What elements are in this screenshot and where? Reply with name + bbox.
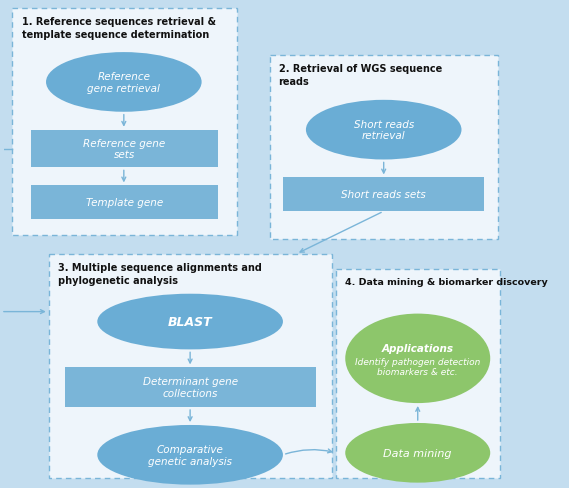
Text: Short reads
retrieval: Short reads retrieval bbox=[353, 120, 414, 141]
Text: Identify pathogen detection
biomarkers & etc.: Identify pathogen detection biomarkers &… bbox=[355, 357, 480, 376]
Text: 4. Data mining & biomarker discovery: 4. Data mining & biomarker discovery bbox=[345, 277, 547, 286]
Text: Reference gene
sets: Reference gene sets bbox=[83, 139, 166, 160]
Ellipse shape bbox=[345, 423, 490, 483]
Ellipse shape bbox=[46, 53, 201, 113]
Ellipse shape bbox=[345, 314, 490, 403]
FancyBboxPatch shape bbox=[31, 130, 217, 168]
Text: Comparative
genetic analysis: Comparative genetic analysis bbox=[148, 444, 232, 466]
Text: 2. Retrieval of WGS sequence
reads: 2. Retrieval of WGS sequence reads bbox=[278, 64, 442, 87]
FancyBboxPatch shape bbox=[336, 269, 500, 478]
Text: 3. Multiple sequence alignments and
phylogenetic analysis: 3. Multiple sequence alignments and phyl… bbox=[57, 263, 261, 285]
Text: 1. Reference sequences retrieval &
template sequence determination: 1. Reference sequences retrieval & templ… bbox=[22, 17, 216, 41]
FancyBboxPatch shape bbox=[270, 56, 498, 240]
Text: Applications: Applications bbox=[382, 344, 453, 354]
Text: Template gene: Template gene bbox=[86, 198, 163, 208]
Ellipse shape bbox=[97, 294, 283, 350]
FancyBboxPatch shape bbox=[65, 367, 316, 407]
FancyBboxPatch shape bbox=[31, 186, 217, 220]
Text: BLAST: BLAST bbox=[168, 315, 212, 328]
Text: Data mining: Data mining bbox=[384, 448, 452, 458]
Text: Reference
gene retrieval: Reference gene retrieval bbox=[88, 72, 160, 94]
Text: Determinant gene
collections: Determinant gene collections bbox=[143, 377, 238, 398]
FancyBboxPatch shape bbox=[49, 254, 332, 478]
FancyBboxPatch shape bbox=[11, 9, 237, 236]
Ellipse shape bbox=[306, 101, 461, 160]
Text: Short reads sets: Short reads sets bbox=[341, 190, 426, 200]
Ellipse shape bbox=[97, 425, 283, 485]
FancyBboxPatch shape bbox=[283, 178, 484, 212]
